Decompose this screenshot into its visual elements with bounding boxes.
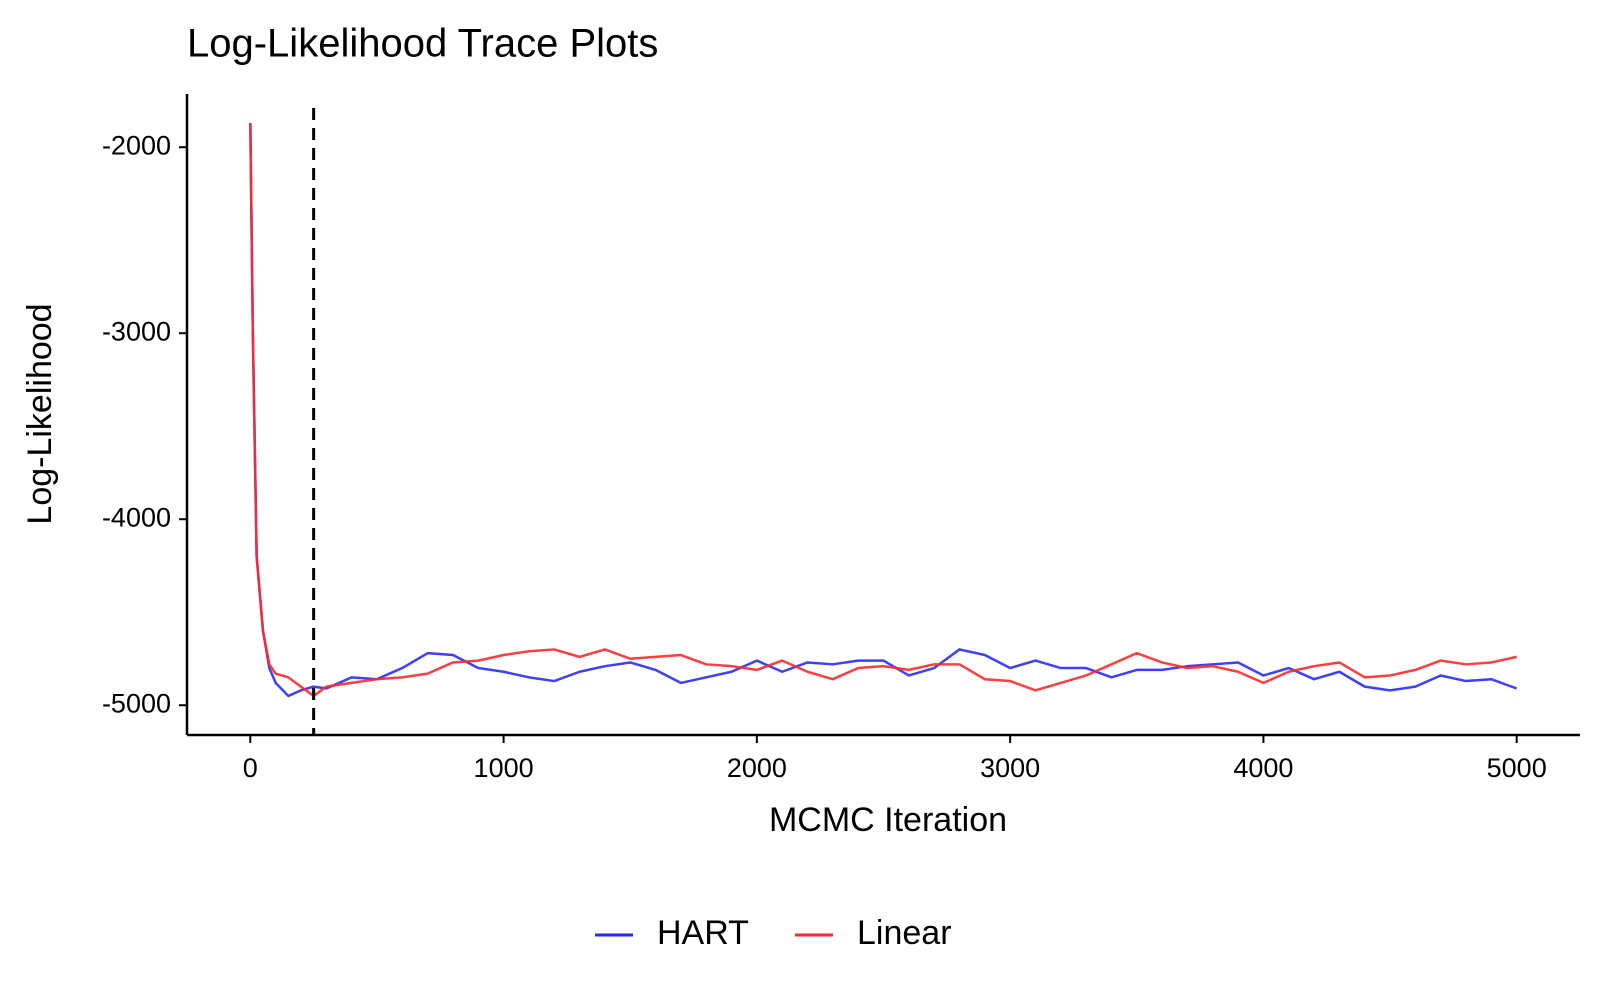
series-line — [249, 123, 1517, 698]
chart-title: Log-Likelihood Trace Plots — [187, 22, 658, 66]
x-tick-label: 4000 — [1233, 753, 1293, 783]
x-axis-title: MCMC Iteration — [769, 801, 1007, 839]
y-tick-label: -4000 — [102, 502, 171, 532]
x-tick-label: 5000 — [1487, 753, 1547, 783]
y-tick-label: -2000 — [102, 130, 171, 160]
x-tick-label: 0 — [243, 753, 258, 783]
legend-label: Linear — [857, 914, 952, 952]
y-tick-label: -3000 — [102, 316, 171, 346]
x-tick-label: 2000 — [727, 753, 787, 783]
y-tick-label: -5000 — [102, 688, 171, 718]
series-line — [249, 123, 1518, 698]
x-tick-label: 1000 — [474, 753, 534, 783]
y-axis-title: Log-Likelihood — [21, 303, 59, 524]
legend-label: HART — [657, 914, 749, 952]
x-tick-label: 3000 — [980, 753, 1040, 783]
